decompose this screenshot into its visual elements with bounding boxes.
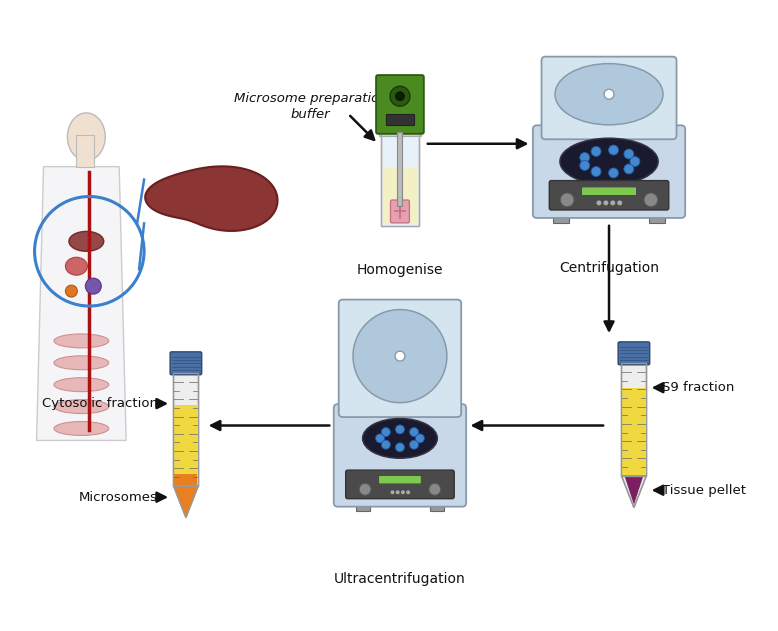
Bar	[383, 168, 417, 225]
Bar	[174, 404, 198, 486]
Circle shape	[395, 425, 405, 434]
Bar	[356, 502, 370, 510]
Circle shape	[580, 153, 590, 162]
Ellipse shape	[555, 64, 663, 125]
Bar	[386, 114, 414, 125]
FancyBboxPatch shape	[391, 200, 409, 223]
Ellipse shape	[54, 378, 109, 392]
FancyBboxPatch shape	[376, 75, 424, 134]
Polygon shape	[37, 167, 126, 440]
Circle shape	[597, 201, 601, 205]
Circle shape	[390, 86, 410, 106]
Circle shape	[395, 91, 405, 101]
Circle shape	[624, 149, 634, 159]
Bar	[173, 374, 198, 486]
Bar	[174, 475, 198, 486]
Bar	[379, 131, 421, 136]
Circle shape	[604, 89, 614, 99]
FancyBboxPatch shape	[334, 404, 466, 507]
Circle shape	[395, 351, 405, 361]
Text: S9 fraction: S9 fraction	[662, 381, 734, 394]
FancyBboxPatch shape	[379, 476, 421, 483]
Polygon shape	[625, 476, 643, 505]
Text: Cytosolic fraction: Cytosolic fraction	[42, 397, 158, 410]
Ellipse shape	[353, 310, 447, 403]
Circle shape	[406, 490, 410, 494]
Ellipse shape	[54, 334, 109, 348]
Polygon shape	[145, 167, 278, 231]
Ellipse shape	[54, 422, 109, 435]
Circle shape	[630, 156, 640, 167]
FancyBboxPatch shape	[533, 126, 685, 218]
Circle shape	[591, 167, 601, 177]
Polygon shape	[622, 476, 647, 508]
Circle shape	[409, 428, 419, 437]
Polygon shape	[173, 486, 198, 517]
FancyBboxPatch shape	[541, 57, 677, 139]
Circle shape	[617, 201, 622, 205]
FancyBboxPatch shape	[618, 342, 650, 365]
Circle shape	[610, 201, 615, 205]
Bar	[622, 388, 646, 476]
Text: Homogenise: Homogenise	[356, 263, 443, 277]
Bar	[381, 132, 419, 227]
Circle shape	[580, 160, 590, 170]
Circle shape	[608, 145, 619, 155]
Circle shape	[395, 443, 405, 452]
Bar	[622, 363, 647, 476]
FancyBboxPatch shape	[170, 352, 202, 375]
Circle shape	[401, 490, 405, 494]
Ellipse shape	[363, 418, 437, 458]
Circle shape	[560, 193, 574, 207]
FancyBboxPatch shape	[549, 180, 669, 210]
Ellipse shape	[69, 232, 103, 251]
Text: Microsomes: Microsomes	[79, 491, 158, 504]
Bar	[398, 132, 402, 206]
Circle shape	[86, 278, 101, 294]
Circle shape	[396, 490, 400, 494]
Bar	[76, 135, 94, 167]
Bar	[553, 213, 569, 223]
Circle shape	[415, 434, 424, 443]
Circle shape	[591, 146, 601, 156]
Text: Microsome preparation
buffer: Microsome preparation buffer	[233, 92, 387, 121]
Ellipse shape	[54, 356, 109, 370]
Bar	[381, 132, 419, 227]
Ellipse shape	[54, 399, 109, 413]
Circle shape	[429, 483, 441, 495]
Circle shape	[381, 428, 391, 437]
Bar	[173, 374, 198, 486]
Circle shape	[608, 168, 619, 178]
Circle shape	[624, 164, 634, 174]
FancyBboxPatch shape	[338, 300, 461, 417]
Circle shape	[391, 490, 394, 494]
Text: Centrifugation: Centrifugation	[559, 261, 659, 275]
Ellipse shape	[65, 257, 87, 275]
Bar	[649, 213, 664, 223]
Circle shape	[644, 193, 658, 207]
Circle shape	[359, 483, 371, 495]
Circle shape	[409, 440, 419, 449]
Text: Tissue pellet: Tissue pellet	[662, 484, 746, 497]
Ellipse shape	[560, 138, 658, 185]
FancyBboxPatch shape	[582, 187, 636, 195]
Bar	[430, 502, 444, 510]
FancyBboxPatch shape	[345, 470, 454, 498]
Circle shape	[376, 434, 384, 443]
Bar	[622, 363, 647, 476]
Text: Ultracentrifugation: Ultracentrifugation	[334, 572, 466, 586]
Circle shape	[604, 201, 608, 205]
Ellipse shape	[68, 113, 105, 161]
Circle shape	[65, 285, 77, 297]
Circle shape	[381, 440, 391, 449]
Polygon shape	[173, 486, 198, 517]
